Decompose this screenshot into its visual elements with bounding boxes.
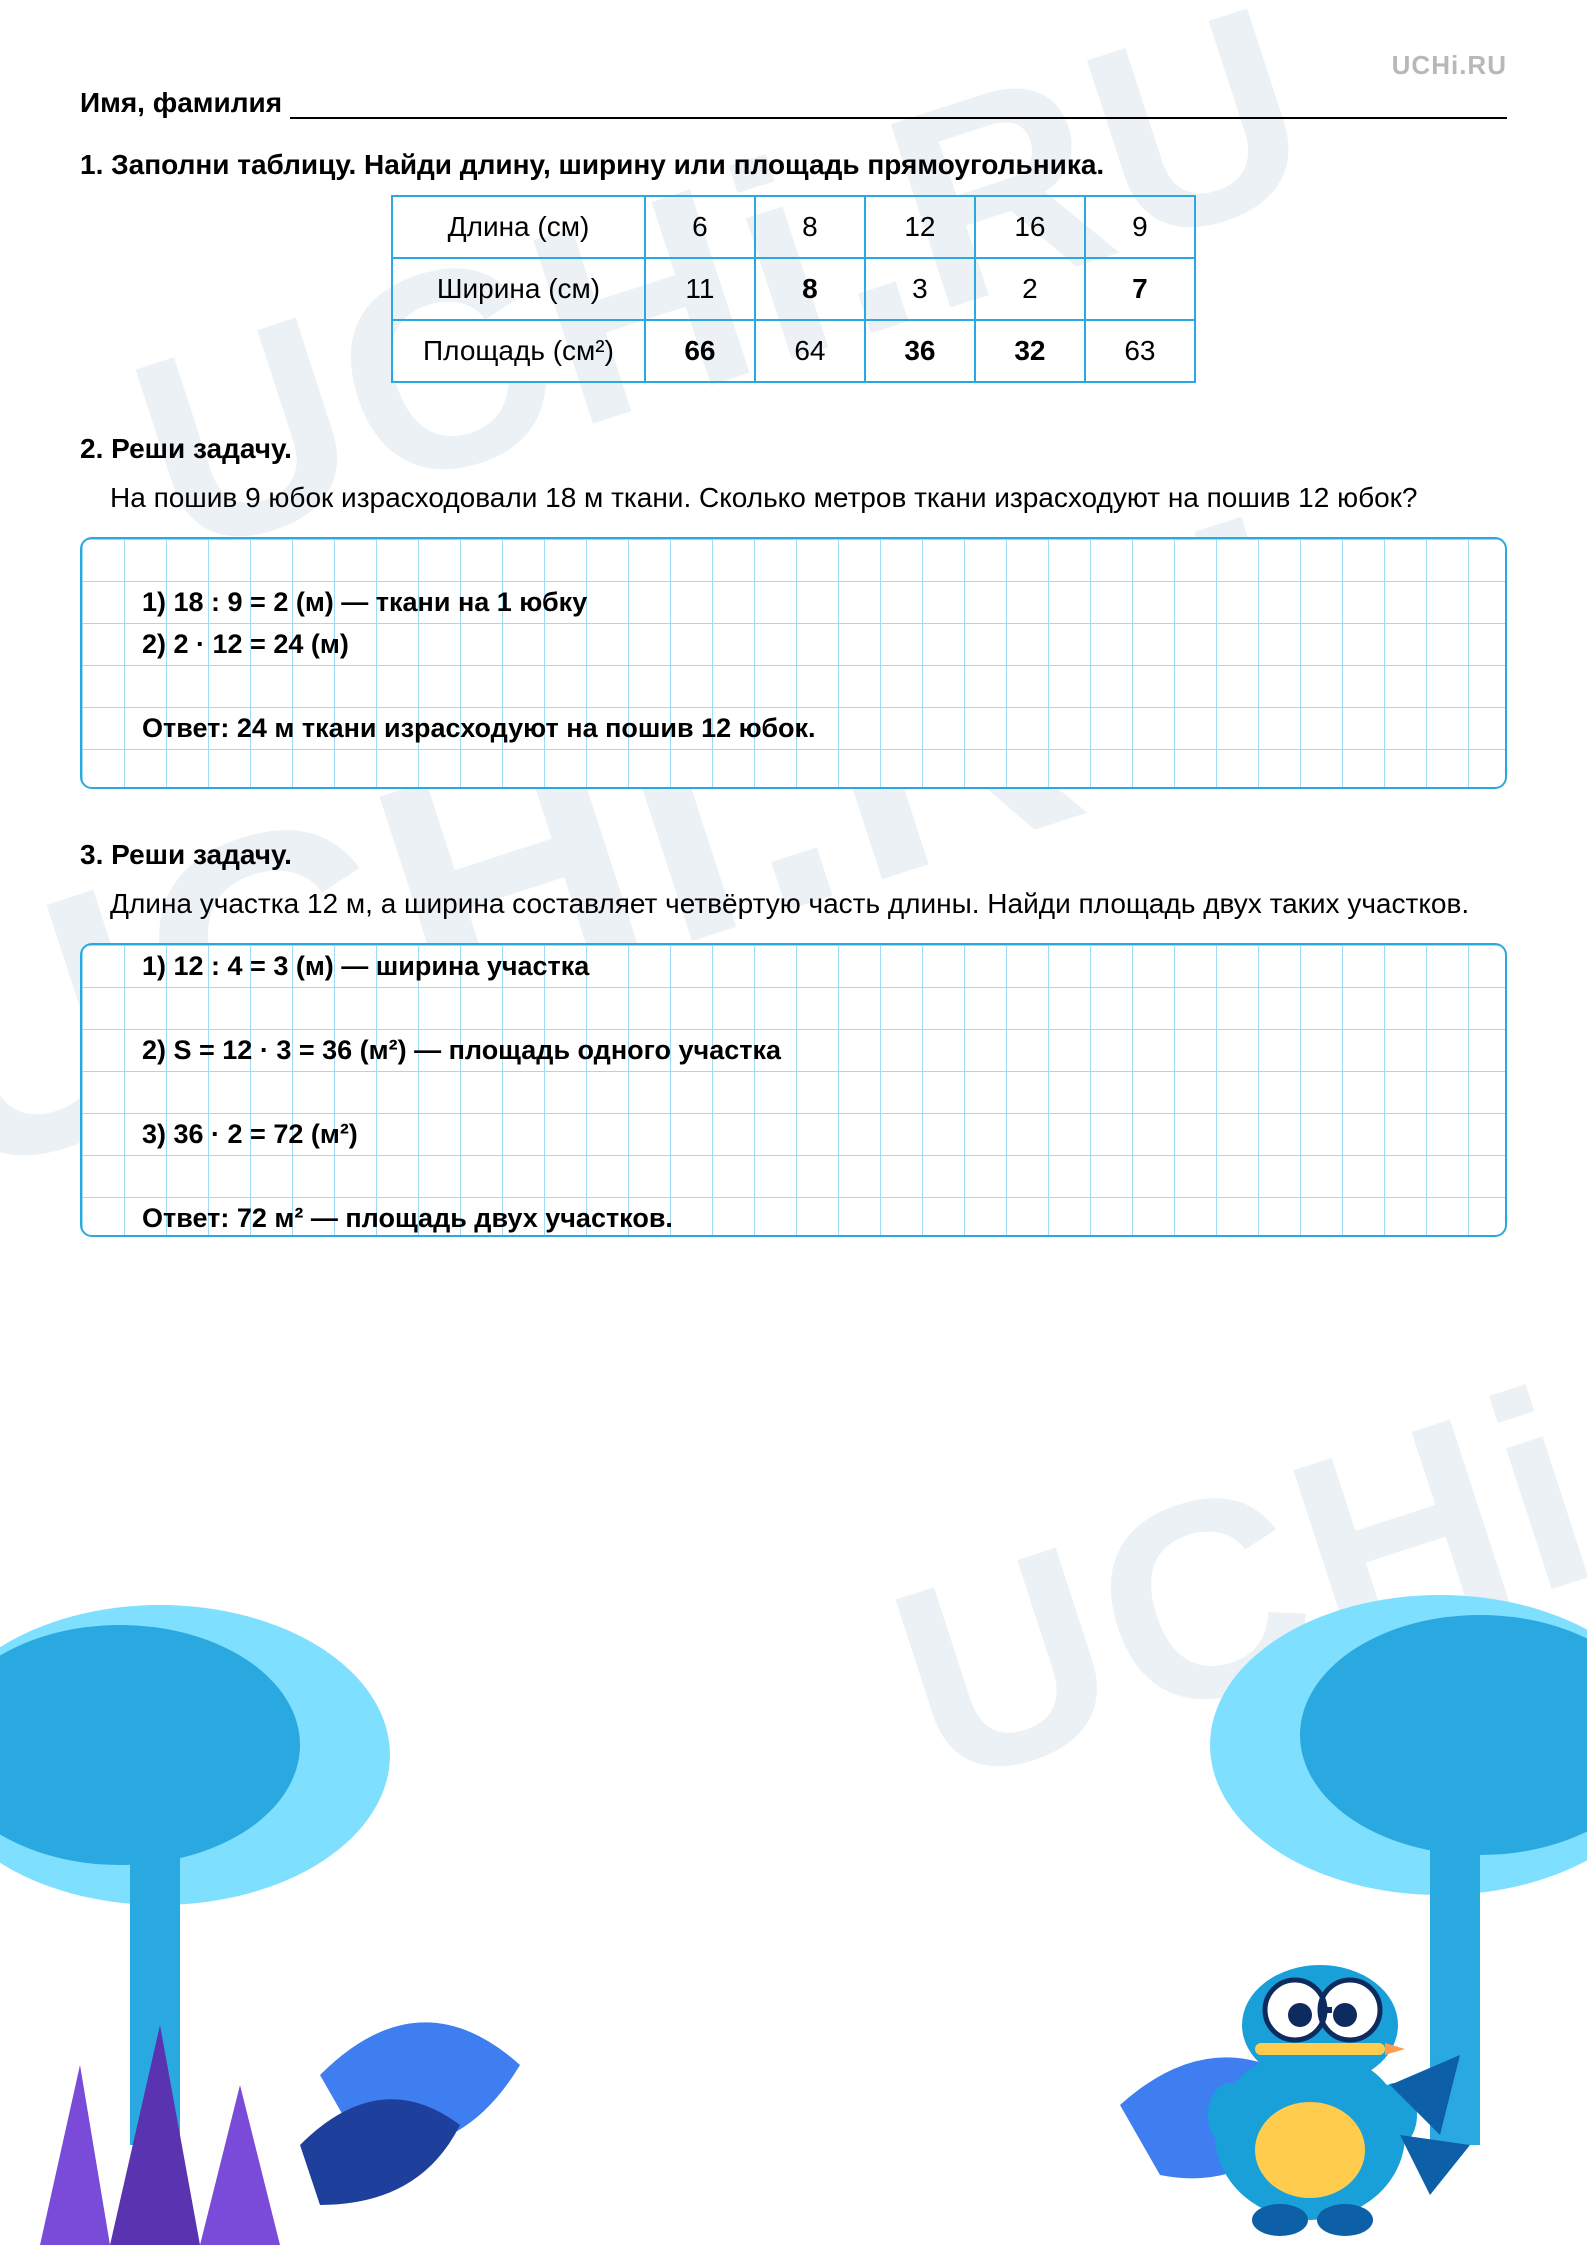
answer-line: 1) 18 : 9 = 2 (м) — ткани на 1 юбку [82, 581, 1505, 623]
cell: 12 [865, 196, 975, 258]
cell: 7 [1085, 258, 1195, 320]
cell: 9 [1085, 196, 1195, 258]
row-header: Ширина (см) [392, 258, 645, 320]
cell: 66 [645, 320, 755, 382]
brand-logo-text: UCHi.RU [80, 50, 1507, 81]
cell: 2 [975, 258, 1085, 320]
task2-answer-grid[interactable]: 1) 18 : 9 = 2 (м) — ткани на 1 юбку 2) 2… [80, 537, 1507, 789]
cell: 6 [645, 196, 755, 258]
task1-table: Длина (см) 6 8 12 16 9 Ширина (см) 11 8 … [391, 195, 1196, 383]
worksheet-page: UCHi.RU Имя, фамилия 1. Заполни таблицу.… [0, 0, 1587, 1237]
answer-line: Ответ: 72 м² — площадь двух участков. [82, 1197, 1505, 1239]
answer-line: Ответ: 24 м ткани израсходуют на пошив 1… [82, 707, 1505, 749]
cell: 11 [645, 258, 755, 320]
task3-title: 3. Реши задачу. [80, 839, 1507, 871]
cell: 36 [865, 320, 975, 382]
table-row: Длина (см) 6 8 12 16 9 [392, 196, 1195, 258]
task2-text: На пошив 9 юбок израсходовали 18 м ткани… [110, 479, 1507, 517]
cell: 16 [975, 196, 1085, 258]
table-row: Площадь (см²) 66 64 36 32 63 [392, 320, 1195, 382]
name-underline[interactable] [290, 91, 1507, 119]
name-label: Имя, фамилия [80, 87, 282, 119]
row-header: Длина (см) [392, 196, 645, 258]
answer-line: 3) 36 · 2 = 72 (м²) [82, 1113, 1505, 1155]
task1-title: 1. Заполни таблицу. Найди длину, ширину … [80, 149, 1507, 181]
footer-illustration [0, 1545, 1587, 2245]
cell: 8 [755, 258, 865, 320]
row-header: Площадь (см²) [392, 320, 645, 382]
name-field-row: Имя, фамилия [80, 87, 1507, 119]
cell: 32 [975, 320, 1085, 382]
answer-line: 1) 12 : 4 = 3 (м) — ширина участка [82, 945, 1505, 987]
cell: 64 [755, 320, 865, 382]
answer-line: 2) 2 · 12 = 24 (м) [82, 623, 1505, 665]
mascot-icon [1208, 1965, 1470, 2236]
cell: 63 [1085, 320, 1195, 382]
table-row: Ширина (см) 11 8 3 2 7 [392, 258, 1195, 320]
cell: 8 [755, 196, 865, 258]
cell: 3 [865, 258, 975, 320]
task3-text: Длина участка 12 м, а ширина составляет … [110, 885, 1507, 923]
task2-title: 2. Реши задачу. [80, 433, 1507, 465]
answer-line: 2) S = 12 · 3 = 36 (м²) — площадь одного… [82, 1029, 1505, 1071]
watermark: UCHi.RU [860, 1171, 1587, 1850]
task3-answer-grid[interactable]: 1) 12 : 4 = 3 (м) — ширина участка 2) S … [80, 943, 1507, 1237]
